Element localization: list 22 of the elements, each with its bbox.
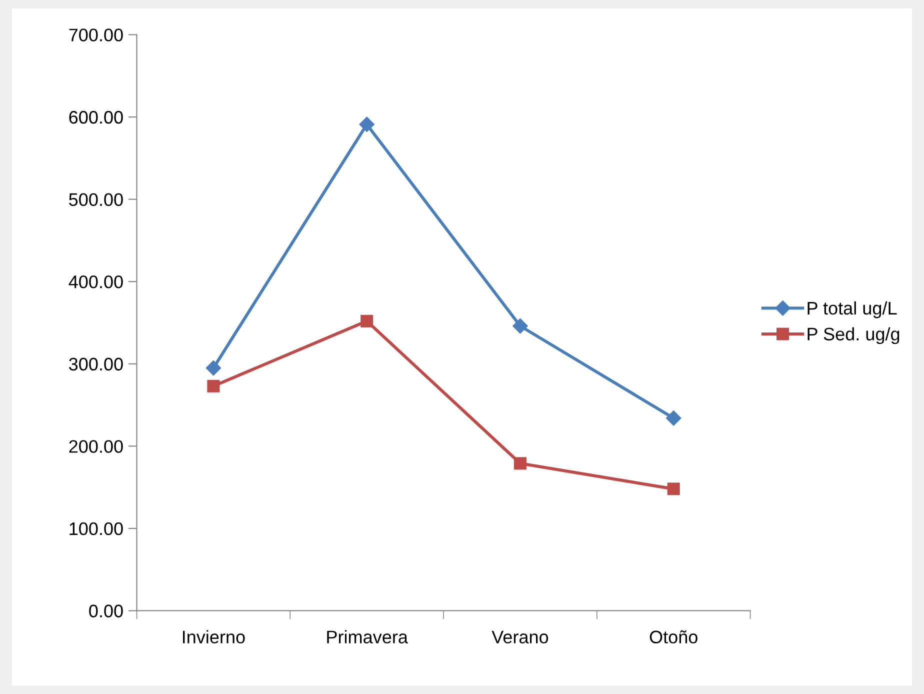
point bbox=[206, 360, 222, 376]
point bbox=[667, 482, 680, 496]
x-tick-label: Primavera bbox=[327, 630, 408, 644]
point bbox=[207, 380, 220, 392]
y-tick-label: 700.00 bbox=[69, 28, 123, 42]
y-tick-label: 100.00 bbox=[70, 522, 123, 536]
y-tick-label: 300.00 bbox=[69, 358, 123, 371]
point bbox=[514, 457, 526, 470]
y-tick-label: 200.00 bbox=[69, 440, 123, 453]
x-tick-label: Invierno bbox=[182, 630, 245, 644]
legend-label: P total ug/L bbox=[808, 301, 897, 318]
y-tick-label: 0.00 bbox=[89, 604, 123, 618]
y-tick-label: 600.00 bbox=[69, 110, 123, 124]
y-tick-label: 500.00 bbox=[69, 193, 123, 206]
point bbox=[512, 318, 528, 334]
x-tick-label: Otoño bbox=[650, 630, 698, 644]
point bbox=[666, 410, 682, 426]
point bbox=[360, 314, 374, 328]
legend-label: P Sed. ug/g bbox=[808, 327, 900, 344]
y-tick-label: 400.00 bbox=[68, 276, 123, 288]
x-tick-label: Verano bbox=[492, 630, 548, 644]
point bbox=[359, 116, 374, 132]
